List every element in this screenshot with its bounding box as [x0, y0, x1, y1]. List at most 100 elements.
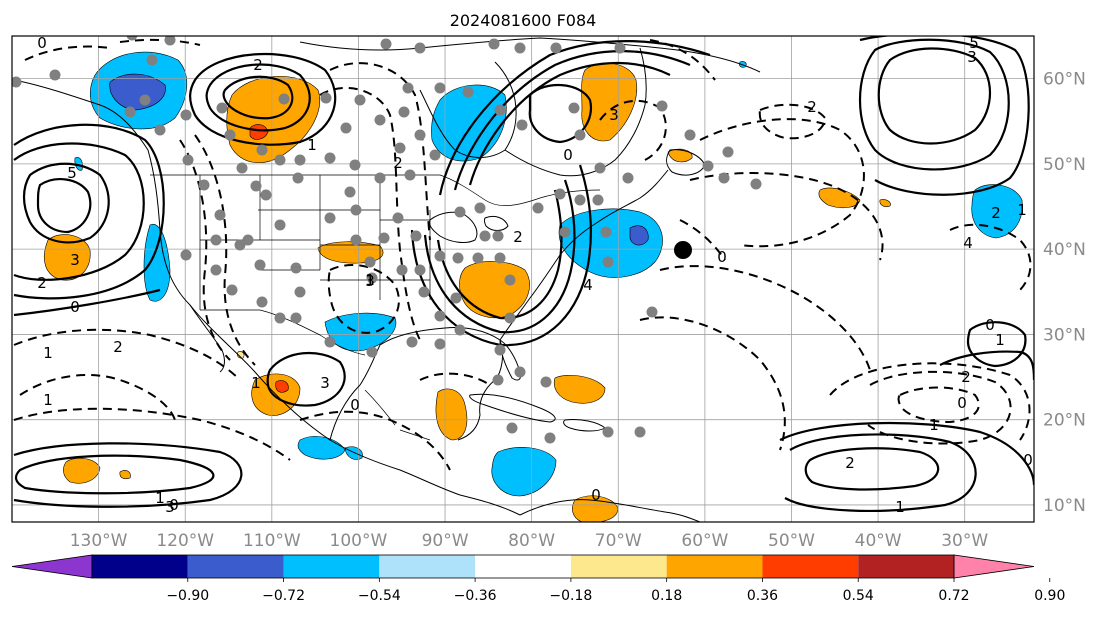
- contour-solid-east-atlantic-high: [966, 321, 1027, 368]
- contour-label: 1: [251, 374, 261, 392]
- contour-label: 2: [113, 338, 123, 356]
- contour-solid-south-atlantic-1: [804, 447, 940, 491]
- station-dot: [234, 239, 246, 251]
- contour-label: 3: [365, 272, 375, 290]
- station-dot: [290, 312, 302, 324]
- station-dot: [592, 194, 604, 206]
- station-dot: [414, 42, 426, 54]
- contour-solid-pacific-high-1: [22, 162, 110, 244]
- contour-label: 1: [307, 136, 317, 154]
- station-dot: [434, 82, 446, 94]
- positive-area-south-pacific-small: [119, 470, 131, 480]
- contour-dashed-top-2: [24, 45, 111, 61]
- station-dot: [324, 212, 336, 224]
- lat-tick-label: 20°N: [1043, 411, 1086, 431]
- contour-label: 5: [67, 164, 77, 182]
- station-dot: [198, 179, 210, 191]
- colorbar-segment: [187, 555, 284, 578]
- contour-dashed-west-trough-2: [194, 134, 256, 366]
- station-dot: [250, 180, 262, 192]
- lon-tick-label: 50°W: [768, 531, 815, 551]
- lon-tick-label: 120°W: [156, 531, 214, 551]
- coastline-hispaniola: [563, 419, 606, 432]
- lon-tick-label: 130°W: [70, 531, 128, 551]
- contour-dashed-pacific-1: [13, 328, 241, 381]
- colorbar-segment: [92, 555, 188, 578]
- station-dot: [514, 42, 526, 54]
- contour-dashed-atlantic-3: [689, 172, 884, 261]
- contour-label: 2: [253, 56, 263, 74]
- contour-dashed-top-1: [119, 38, 201, 46]
- station-dot: [474, 202, 486, 214]
- station-dot: [260, 189, 272, 201]
- positive-area-south-pacific: [63, 457, 101, 484]
- contour-solid-canada-high-2: [222, 75, 294, 120]
- station-dot: [374, 114, 386, 126]
- station-dot: [278, 93, 290, 105]
- station-dot: [294, 286, 306, 298]
- station-dot: [12, 76, 22, 88]
- contour-label: 4: [963, 234, 973, 252]
- station-dot: [182, 154, 194, 166]
- station-dot: [366, 272, 378, 284]
- station-dot: [454, 206, 466, 218]
- contour-solid-east-trough-1: [468, 61, 671, 186]
- station-dot: [380, 38, 392, 50]
- positive-area-caribbean-east: [553, 375, 606, 404]
- colorbar-extend-low: [11, 554, 93, 579]
- station-dot: [684, 129, 696, 141]
- contour-label: 2: [393, 154, 403, 172]
- contour-solid-east-trough-4: [436, 189, 563, 320]
- station-dot: [722, 146, 734, 158]
- positive-area-western-canada-core: [249, 124, 269, 140]
- positive-area-caribbean-west: [435, 388, 468, 441]
- highlight-station-marker: [674, 241, 692, 259]
- border-us-mexico: [200, 309, 366, 356]
- contour-label: 1: [43, 344, 53, 362]
- station-dot: [504, 274, 516, 286]
- station-dot: [600, 226, 612, 238]
- contour-dashed-mid-atlantic: [679, 219, 726, 261]
- station-dot: [656, 100, 668, 112]
- station-dot: [256, 296, 268, 308]
- contour-label: 1: [995, 331, 1005, 349]
- colorbar-segment: [475, 555, 571, 578]
- lon-tick-label: 100°W: [330, 531, 388, 551]
- colorbar-tick-label: −0.36: [454, 588, 497, 604]
- coastline-great-lakes-2: [483, 215, 509, 231]
- contour-dashed-atlantic-2: [758, 103, 827, 140]
- contour-solid-south-pacific-2: [13, 442, 243, 508]
- station-dot: [514, 366, 526, 378]
- contour-label: 0: [717, 248, 727, 266]
- station-dot: [236, 162, 248, 174]
- station-dot: [550, 42, 562, 54]
- station-dot: [404, 169, 416, 181]
- contour-solid-canada-high-1: [205, 63, 311, 132]
- contour-solid-east-trough-6: [410, 164, 592, 347]
- contour-dashed-east-atlantic-3: [829, 362, 1031, 441]
- station-dot: [49, 69, 61, 81]
- station-dot: [594, 162, 606, 174]
- coastline-gulf-of-mexico: [329, 327, 503, 441]
- negative-area-west-atlantic-core: [629, 225, 649, 246]
- contour-label: 1: [895, 498, 905, 516]
- contour-label: 3: [320, 374, 330, 392]
- station-dot: [622, 172, 634, 184]
- negative-area-gulf-of-alaska-core: [109, 73, 166, 111]
- station-dot: [602, 256, 614, 268]
- lon-tick-label: 110°W: [243, 531, 301, 551]
- contour-solid-pacific-high-2: [36, 178, 92, 234]
- colorbar-segment: [283, 555, 380, 578]
- contour-solid-south-pacific-1: [14, 454, 215, 495]
- colorbar-outline: [91, 554, 955, 579]
- contour-solid-south-atlantic-2: [784, 433, 977, 512]
- lat-tick-label: 40°N: [1043, 240, 1086, 260]
- colorbar-tick-label: −0.90: [166, 588, 209, 604]
- colorbar-segment: [858, 555, 954, 578]
- contour-solid-west-coast: [13, 288, 161, 317]
- station-dot: [450, 292, 462, 304]
- station-dot: [180, 249, 192, 261]
- colorbar-segment: [570, 555, 667, 578]
- contour-dashed-atlantic-4: [659, 265, 871, 371]
